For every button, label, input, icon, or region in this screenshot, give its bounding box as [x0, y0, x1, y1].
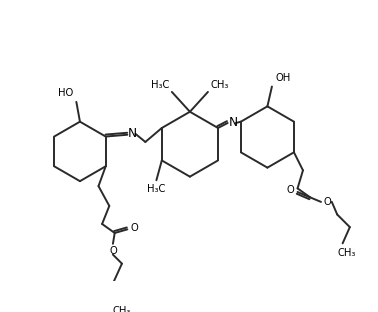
Text: O: O [109, 246, 117, 256]
Text: O: O [324, 197, 331, 207]
Text: CH₃: CH₃ [211, 80, 229, 90]
Text: CH₃: CH₃ [113, 306, 131, 312]
Text: N: N [128, 127, 137, 140]
Text: O: O [287, 185, 294, 195]
Text: H₃C: H₃C [151, 80, 169, 90]
Text: N: N [228, 116, 238, 129]
Text: HO: HO [58, 88, 73, 98]
Text: O: O [131, 222, 138, 232]
Text: OH: OH [275, 72, 290, 82]
Text: H₃C: H₃C [147, 184, 166, 194]
Text: CH₃: CH₃ [337, 248, 355, 258]
